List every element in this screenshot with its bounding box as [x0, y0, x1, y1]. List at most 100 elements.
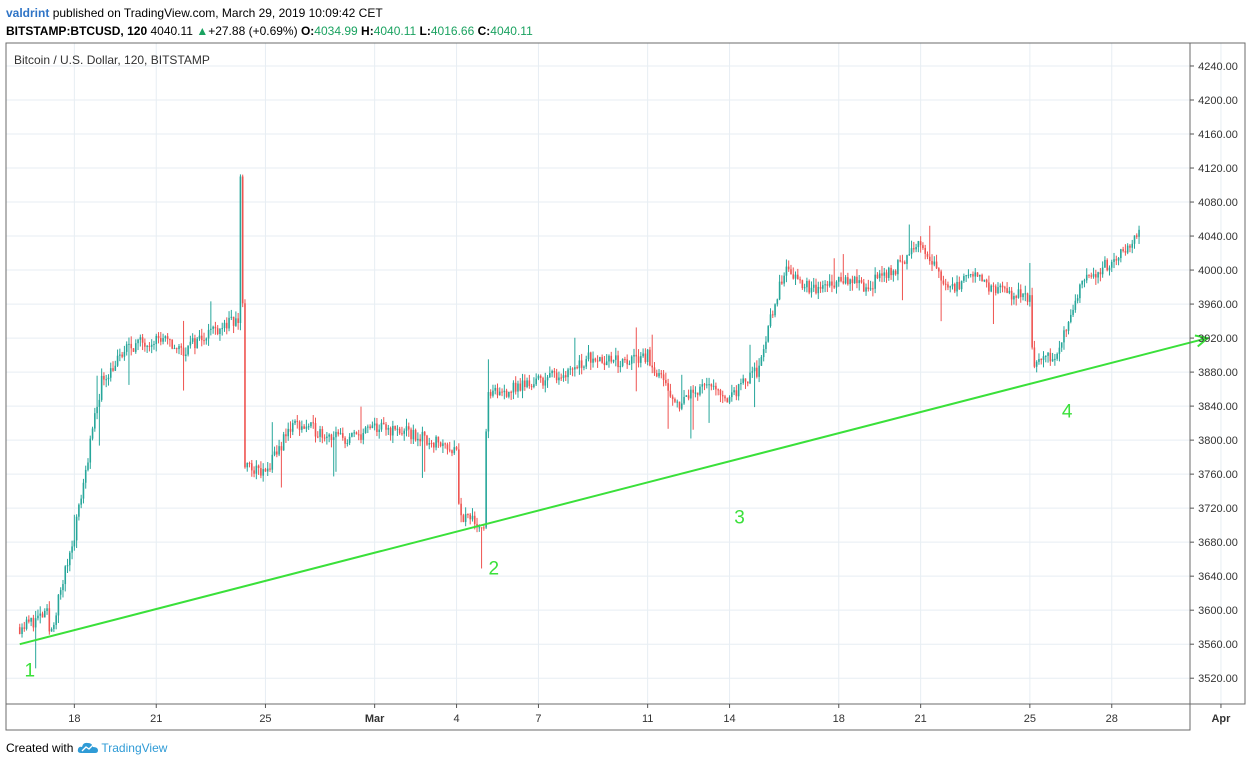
candle-body	[869, 288, 872, 290]
candle-body	[567, 369, 569, 378]
candle-body	[64, 566, 67, 585]
trendline[interactable]	[19, 337, 1208, 646]
x-tick-label: 21	[915, 713, 927, 725]
candle-body	[394, 425, 396, 430]
tradingview-link[interactable]: TradingView	[101, 741, 168, 755]
candle-body	[721, 395, 724, 397]
candle-body	[426, 435, 428, 445]
candle-body	[178, 346, 180, 350]
low-label: L:	[419, 24, 431, 38]
x-tick-label: Apr	[1211, 713, 1231, 725]
candle-body	[483, 527, 485, 529]
candle-body	[767, 326, 770, 342]
candle-body	[749, 372, 751, 384]
candle-body	[826, 284, 829, 286]
candle-body	[180, 346, 183, 348]
candle-body	[799, 279, 801, 281]
candle-body	[901, 261, 904, 263]
time-axis-border	[5, 703, 1191, 731]
candle-body	[376, 423, 378, 432]
candle-body	[585, 359, 588, 367]
candle-body	[960, 280, 963, 290]
candle-body	[862, 282, 865, 292]
candle-body	[842, 281, 845, 284]
candle-body	[680, 403, 683, 409]
y-tick-label: 3760.00	[1198, 469, 1238, 481]
candle-body	[655, 373, 658, 377]
candle-body	[603, 362, 606, 366]
candle-body	[617, 355, 619, 368]
candle-body	[1065, 330, 1068, 332]
candle-body	[972, 274, 974, 277]
candle-body	[296, 420, 299, 422]
candle-body	[1010, 290, 1013, 300]
chart-header: valdrint published on TradingView.com, M…	[6, 4, 533, 40]
candle-body	[619, 365, 622, 368]
candle-body	[687, 395, 690, 399]
candle-body	[1133, 235, 1136, 244]
candle-body	[1135, 235, 1138, 237]
candle-body	[446, 444, 449, 450]
candle-body	[803, 287, 806, 289]
candle-body	[137, 339, 139, 344]
candle-body	[228, 317, 230, 329]
candle-body	[451, 450, 453, 454]
candle-body	[931, 261, 933, 265]
candle-body	[39, 613, 42, 616]
candle-body	[1095, 274, 1097, 278]
candle-body	[963, 276, 965, 281]
candle-body	[633, 354, 635, 357]
candle-body	[246, 463, 249, 468]
candle-body	[219, 328, 221, 335]
candle-body	[824, 284, 826, 286]
candle-body	[583, 366, 585, 368]
candle-body	[965, 275, 967, 277]
candle-body	[360, 434, 362, 440]
candle-body	[503, 390, 506, 393]
candle-body	[492, 390, 494, 396]
candle-body	[132, 348, 135, 352]
candle-body	[319, 429, 321, 437]
candle-body	[98, 399, 101, 407]
candle-body	[155, 335, 158, 344]
candle-body	[519, 383, 522, 391]
candle-body	[847, 277, 849, 285]
candle-body	[992, 285, 995, 287]
candle-body	[785, 266, 788, 276]
chart-frame	[5, 42, 1246, 731]
candle-body	[435, 436, 437, 448]
candle-body	[348, 436, 351, 444]
candle-body	[173, 348, 176, 350]
candle-body	[724, 396, 726, 399]
candle-body	[578, 360, 581, 369]
candle-body	[307, 426, 310, 428]
candle-body	[144, 342, 146, 347]
candle-body	[1122, 249, 1124, 252]
x-tick-label: Mar	[365, 713, 385, 725]
candle-body	[1024, 293, 1027, 295]
candle-body	[385, 424, 387, 430]
candle-body	[928, 256, 931, 262]
candle-body	[96, 406, 98, 414]
candle-body	[301, 426, 303, 430]
candle-body	[1031, 295, 1033, 348]
candle-body	[528, 380, 531, 387]
candle-body	[649, 349, 651, 366]
candle-body	[205, 338, 208, 341]
candle-body	[667, 383, 669, 391]
candle-body	[571, 368, 574, 370]
candle-body	[18, 627, 21, 634]
candle-body	[1131, 243, 1134, 248]
author-link[interactable]: valdrint	[6, 6, 50, 20]
point-annotation: 2	[489, 559, 500, 580]
y-tick-label: 3520.00	[1198, 673, 1238, 685]
candle-body	[264, 469, 267, 472]
trendline-layer[interactable]: 1 2 3 4	[19, 334, 1210, 682]
candle-body	[191, 338, 194, 342]
high-label: H:	[361, 24, 374, 38]
candle-body	[976, 272, 979, 277]
candle-body	[731, 392, 733, 398]
candle-body	[542, 377, 544, 386]
candle-body	[1120, 249, 1122, 259]
